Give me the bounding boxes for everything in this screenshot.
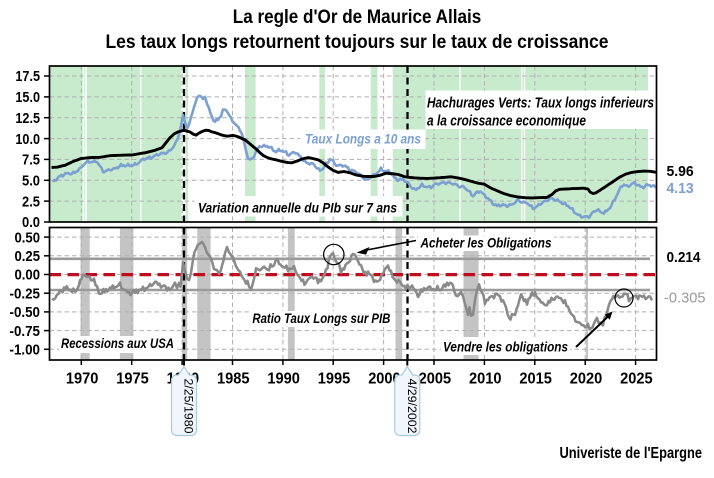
svg-text:Univeriste de l'Epargne: Univeriste de l'Epargne xyxy=(560,445,703,462)
svg-text:-1.00: -1.00 xyxy=(10,342,41,359)
svg-text:0.50: 0.50 xyxy=(15,229,41,246)
svg-text:0.00: 0.00 xyxy=(15,267,41,284)
svg-text:2.5: 2.5 xyxy=(22,193,40,210)
svg-text:2010: 2010 xyxy=(469,371,502,388)
svg-text:2005: 2005 xyxy=(419,371,452,388)
svg-text:2015: 2015 xyxy=(519,371,552,388)
svg-text:0.0: 0.0 xyxy=(22,214,40,231)
svg-text:0.214: 0.214 xyxy=(667,249,702,266)
svg-text:-0.25: -0.25 xyxy=(10,285,41,302)
svg-text:La regle d'Or de Maurice Allai: La regle d'Or de Maurice Allais xyxy=(233,7,482,28)
svg-text:Les taux longs retournent touj: Les taux longs retournent toujours sur l… xyxy=(106,32,609,53)
svg-text:Vendre les obligations: Vendre les obligations xyxy=(443,339,568,355)
svg-text:1990: 1990 xyxy=(267,371,300,388)
svg-text:1995: 1995 xyxy=(318,371,351,388)
svg-text:2000: 2000 xyxy=(368,371,401,388)
svg-text:4/29/2002: 4/29/2002 xyxy=(405,379,417,434)
svg-text:-0.305: -0.305 xyxy=(664,290,706,307)
svg-text:12.5: 12.5 xyxy=(15,110,40,127)
svg-text:2025: 2025 xyxy=(620,371,653,388)
svg-text:-0.50: -0.50 xyxy=(10,304,41,321)
svg-text:a la croissance economique: a la croissance economique xyxy=(427,114,586,130)
svg-text:Variation annuelle du PIb sur: Variation annuelle du PIb sur 7 ans xyxy=(198,200,397,216)
svg-text:2020: 2020 xyxy=(570,371,603,388)
svg-text:2/25/1980: 2/25/1980 xyxy=(182,379,194,434)
svg-text:15.0: 15.0 xyxy=(15,89,40,106)
svg-text:5.0: 5.0 xyxy=(22,172,40,189)
svg-text:Acheter les Obligations: Acheter les Obligations xyxy=(420,235,552,251)
svg-text:Recessions aux USA: Recessions aux USA xyxy=(61,335,174,351)
svg-text:Taux Longs a 10 ans: Taux Longs a 10 ans xyxy=(305,131,421,147)
svg-text:1985: 1985 xyxy=(217,371,250,388)
svg-text:17.5: 17.5 xyxy=(15,68,40,85)
svg-text:-0.75: -0.75 xyxy=(10,323,41,340)
svg-text:1975: 1975 xyxy=(116,371,149,388)
svg-text:10.0: 10.0 xyxy=(15,131,40,148)
svg-text:Hachurages Verts: Taux longs i: Hachurages Verts: Taux longs inferieurs xyxy=(427,96,654,112)
svg-text:5.96: 5.96 xyxy=(667,163,694,180)
svg-text:7.5: 7.5 xyxy=(22,152,40,169)
svg-text:1970: 1970 xyxy=(66,371,99,388)
svg-text:4.13: 4.13 xyxy=(667,180,694,197)
svg-text:Ratio Taux Longs sur PIB: Ratio Taux Longs sur PIB xyxy=(252,310,390,326)
svg-text:0.25: 0.25 xyxy=(15,248,41,265)
